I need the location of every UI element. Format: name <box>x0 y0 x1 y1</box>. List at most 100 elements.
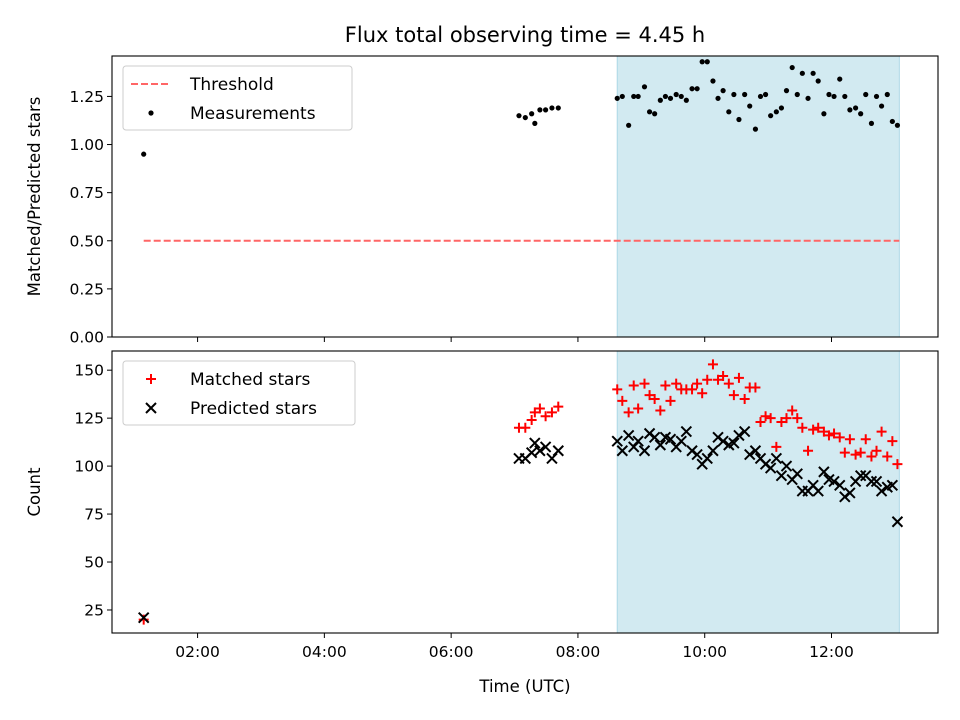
data-point <box>834 432 845 443</box>
data-point <box>773 109 779 115</box>
data-point <box>691 448 703 461</box>
data-point <box>138 614 149 625</box>
ratio-panel-series-1 <box>141 59 901 157</box>
data-point <box>675 435 687 447</box>
data-point <box>870 475 883 488</box>
data-point <box>678 93 684 100</box>
y-tick-label: 0.25 <box>69 280 104 298</box>
data-point <box>522 114 528 121</box>
data-point <box>720 88 726 94</box>
data-point <box>654 439 667 451</box>
data-point <box>887 436 898 447</box>
data-point <box>657 97 663 103</box>
data-point <box>687 384 698 395</box>
data-point <box>813 422 824 433</box>
data-point <box>768 113 774 119</box>
data-point <box>655 405 666 416</box>
data-point <box>137 611 150 624</box>
data-point <box>829 428 840 439</box>
data-point <box>534 445 546 457</box>
data-point <box>644 390 655 401</box>
data-point <box>818 466 830 478</box>
data-point <box>781 413 792 424</box>
data-point <box>752 126 759 132</box>
data-point <box>702 374 713 385</box>
data-point <box>633 403 644 414</box>
data-point <box>810 70 816 76</box>
data-point <box>612 384 623 395</box>
data-point <box>823 430 834 441</box>
data-point <box>694 86 700 92</box>
y-tick-label: 75 <box>84 506 104 524</box>
data-point <box>875 485 888 497</box>
data-point <box>783 88 790 94</box>
data-point <box>707 445 719 457</box>
x-tick-label: 08:00 <box>556 643 601 661</box>
data-point <box>628 380 639 391</box>
data-point <box>660 380 671 391</box>
data-point <box>892 459 903 470</box>
data-point <box>805 95 811 101</box>
data-point <box>614 95 620 101</box>
data-point <box>839 447 850 458</box>
data-point <box>873 93 880 100</box>
data-point <box>529 437 541 449</box>
data-point <box>543 107 549 113</box>
data-point <box>844 434 855 445</box>
data-point <box>871 445 882 456</box>
x-tick-label: 04:00 <box>302 643 347 661</box>
legend-label-matched: Matched stars <box>190 370 310 390</box>
y-tick-label: 125 <box>74 410 104 428</box>
data-point <box>680 425 693 438</box>
data-point <box>794 91 800 98</box>
data-point <box>821 111 827 117</box>
count-panel-series-2 <box>137 425 904 624</box>
data-point <box>553 401 564 412</box>
legend-measurements-swatch <box>148 110 154 116</box>
data-point <box>704 59 710 65</box>
y-tick-label: 25 <box>84 601 104 619</box>
data-point <box>710 78 716 84</box>
data-point <box>616 445 629 457</box>
data-point <box>865 475 878 488</box>
data-point <box>850 449 861 460</box>
data-point <box>764 462 777 474</box>
data-point <box>731 91 737 98</box>
data-point <box>738 425 751 438</box>
data-point <box>662 93 669 100</box>
data-point <box>632 435 644 447</box>
data-point <box>818 426 829 437</box>
count-panel-frame <box>111 350 939 634</box>
data-point <box>750 382 761 393</box>
y-tick-label: 150 <box>74 362 104 380</box>
y-tick-label: 0.00 <box>69 329 104 347</box>
data-point <box>776 416 787 427</box>
data-point <box>884 91 890 98</box>
data-point <box>619 93 625 100</box>
data-point <box>665 395 676 406</box>
data-point <box>626 122 632 128</box>
data-point <box>555 105 561 111</box>
data-point <box>667 95 674 101</box>
data-point <box>808 424 819 435</box>
chart-title: Flux total observing time = 4.45 h <box>345 23 705 47</box>
data-point <box>815 78 821 84</box>
data-point <box>787 405 798 416</box>
legend-box <box>122 65 353 131</box>
data-point <box>631 93 637 100</box>
data-point <box>516 113 522 119</box>
data-point <box>866 451 877 462</box>
data-point <box>526 415 537 426</box>
data-point <box>891 516 904 528</box>
data-point <box>791 468 803 480</box>
data-point <box>762 91 769 98</box>
data-point <box>520 422 531 433</box>
data-point <box>757 93 764 100</box>
y-tick-label: 0.75 <box>69 184 104 202</box>
data-point <box>540 411 551 422</box>
data-point <box>641 84 648 90</box>
legend-predicted-swatch <box>145 402 157 414</box>
data-point <box>552 445 564 457</box>
data-point <box>844 487 856 499</box>
